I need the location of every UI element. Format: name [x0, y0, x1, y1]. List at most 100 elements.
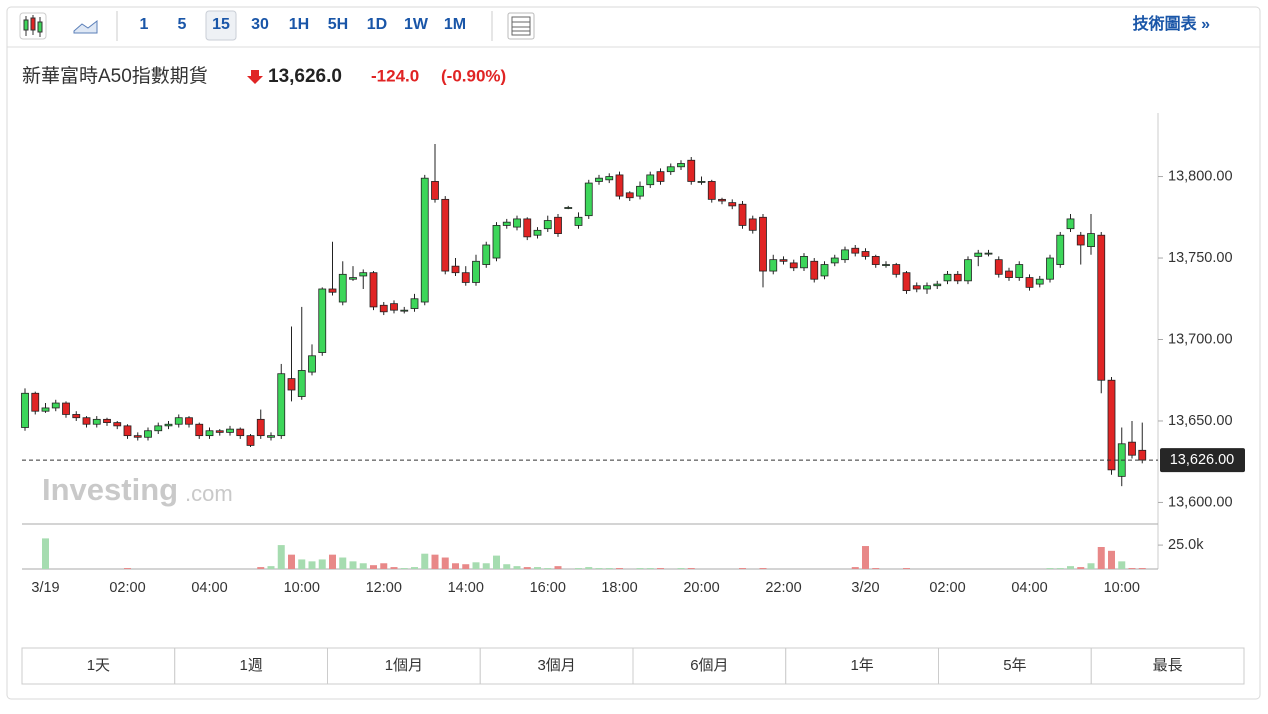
- candle-body: [564, 207, 573, 209]
- interval-button[interactable]: 5H: [328, 16, 348, 33]
- candle-body: [738, 203, 747, 226]
- candle-body: [779, 259, 788, 262]
- volume-bar: [390, 567, 398, 569]
- candle-icon[interactable]: [19, 12, 47, 40]
- volume-bar: [739, 568, 746, 569]
- interval-button[interactable]: 1W: [404, 16, 429, 33]
- interval-button[interactable]: 1H: [289, 16, 309, 33]
- y-tick-label: 13,800.00: [1168, 168, 1233, 184]
- candle-body: [533, 229, 542, 236]
- technical-link[interactable]: 技術圖表 »: [1133, 14, 1210, 33]
- candle-body: [246, 435, 255, 446]
- candle-body: [820, 264, 829, 277]
- candle-body: [359, 272, 368, 277]
- volume-tick-label: 25.0k: [1168, 537, 1204, 553]
- down-arrow: [247, 70, 263, 84]
- volume-bar: [1087, 563, 1095, 569]
- candle-body: [21, 392, 29, 428]
- candle-body: [984, 252, 993, 255]
- candle-body: [1128, 441, 1136, 456]
- candle-body: [1066, 218, 1075, 230]
- candle-body: [707, 181, 716, 200]
- volume-bar: [657, 568, 664, 569]
- candle-body: [472, 260, 480, 283]
- interval-button[interactable]: 1: [140, 16, 149, 33]
- candle-body: [994, 259, 1003, 275]
- candle-body: [236, 428, 245, 437]
- volume-bar: [523, 567, 531, 569]
- candle-body: [923, 285, 931, 290]
- interval-button[interactable]: 30: [251, 16, 269, 33]
- candle-body: [72, 414, 81, 419]
- candle-body: [574, 216, 583, 226]
- x-tick-label: 16:00: [530, 580, 566, 596]
- candle-body: [605, 176, 614, 181]
- candle-body: [482, 244, 491, 265]
- volume-bar: [646, 568, 654, 569]
- x-tick-label: 04:00: [191, 580, 227, 596]
- candle-body: [113, 422, 122, 427]
- candle-body: [92, 418, 101, 425]
- volume-bar: [257, 567, 265, 569]
- volume-bar: [411, 567, 418, 569]
- interval-button[interactable]: 1D: [367, 16, 387, 33]
- candle-body: [912, 285, 921, 290]
- candle-body: [830, 257, 839, 264]
- volume-bar: [482, 563, 490, 569]
- range-button[interactable]: 1個月: [385, 657, 423, 674]
- candle-body: [318, 288, 327, 353]
- line-icon[interactable]: [73, 19, 98, 34]
- candle-body: [943, 273, 952, 282]
- candle-body: [369, 272, 378, 308]
- candle-body: [1015, 264, 1024, 278]
- x-tick-label: 20:00: [683, 580, 719, 596]
- volume-bar: [1118, 561, 1126, 569]
- table-icon[interactable]: [507, 12, 535, 40]
- y-tick-label: 13,750.00: [1168, 250, 1233, 266]
- range-button[interactable]: 5年: [1003, 657, 1026, 674]
- volume-bar: [288, 554, 295, 569]
- volume-bar: [903, 568, 910, 569]
- watermark-suffix: .com: [185, 481, 233, 506]
- volume-bar: [554, 566, 562, 569]
- candle-body: [810, 260, 819, 280]
- candle-body: [123, 425, 132, 437]
- volume-bar: [1128, 568, 1136, 569]
- range-button[interactable]: 最長: [1153, 657, 1183, 674]
- volume-bar: [687, 568, 695, 569]
- volume-bar: [616, 568, 623, 569]
- volume-bar: [862, 546, 869, 569]
- candle-body: [636, 185, 644, 197]
- candle-body: [902, 272, 911, 292]
- x-tick-label: 02:00: [109, 580, 145, 596]
- volume-bar: [1056, 568, 1064, 569]
- candle-body: [133, 435, 142, 438]
- volume-bar: [441, 557, 449, 569]
- volume-bar: [1138, 568, 1146, 569]
- candle-body: [451, 265, 460, 274]
- candle-body: [226, 428, 234, 433]
- candle-body: [1035, 278, 1044, 285]
- candle-body: [308, 355, 316, 373]
- candle-body: [933, 283, 942, 287]
- candle-body: [164, 423, 173, 427]
- candle-body: [728, 202, 737, 207]
- range-button[interactable]: 1週: [239, 657, 262, 674]
- candle-body: [974, 252, 983, 257]
- candle-body: [882, 264, 890, 266]
- x-tick-label: 10:00: [284, 580, 320, 596]
- interval-button[interactable]: 1M: [444, 16, 466, 33]
- range-button[interactable]: 6個月: [690, 657, 728, 674]
- interval-button[interactable]: 5: [178, 16, 187, 33]
- candle-body: [666, 166, 675, 173]
- range-button[interactable]: 1天: [87, 657, 110, 674]
- candle-body: [892, 264, 901, 275]
- candle-body: [1107, 379, 1116, 471]
- y-tick-label: 13,650.00: [1168, 413, 1233, 429]
- interval-button[interactable]: 15: [212, 16, 230, 33]
- range-button[interactable]: 3個月: [537, 657, 575, 674]
- range-button[interactable]: 1年: [850, 657, 873, 674]
- candle-body: [687, 159, 696, 182]
- range-button-frame: [21, 647, 176, 685]
